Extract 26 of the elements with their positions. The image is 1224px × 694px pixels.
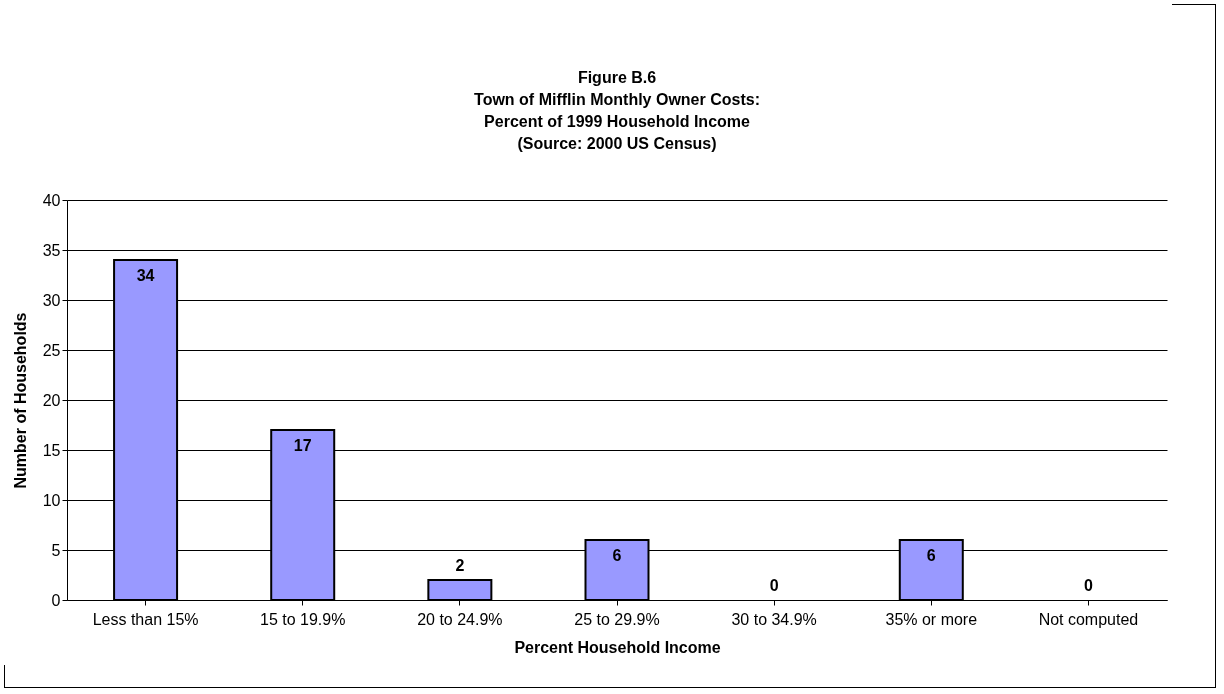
- data-label: 34: [136, 267, 155, 284]
- y-tick-label: 20: [42, 391, 61, 409]
- chart-title: Figure B.6 Town of Mifflin Monthly Owner Costs: Percent of 1999 Household Income (Source: 2000 US Census): [474, 69, 760, 152]
- y-axis-title: Number of Households: [11, 312, 29, 489]
- y-tick-label: 10: [42, 491, 61, 509]
- x-tick-label: 35% or more: [885, 610, 978, 628]
- y-tick-label: 15: [42, 441, 61, 459]
- y-tick-label: 25: [42, 341, 61, 359]
- data-label: 0: [1083, 577, 1093, 594]
- data-label: 2: [455, 557, 465, 574]
- y-tick-label: 5: [51, 541, 61, 559]
- x-tick-label: 20 to 24.9%: [417, 610, 503, 628]
- x-tick-label: 25 to 29.9%: [574, 610, 660, 628]
- x-tick-label: Less than 15%: [92, 610, 199, 628]
- x-tick-label: Not computed: [1038, 610, 1139, 628]
- x-tick-label: 15 to 19.9%: [260, 610, 346, 628]
- y-tick-label: 0: [51, 591, 61, 609]
- x-tick-label: 30 to 34.9%: [731, 610, 817, 628]
- y-tick-label: 30: [42, 291, 61, 309]
- data-label: 17: [293, 437, 312, 454]
- y-tick-label: 40: [42, 191, 61, 209]
- data-label: 0: [769, 577, 779, 594]
- data-label: 6: [926, 547, 936, 564]
- y-tick-label: 35: [42, 241, 61, 259]
- data-label: 6: [612, 547, 622, 564]
- x-axis-title: Percent Household Income: [514, 638, 721, 656]
